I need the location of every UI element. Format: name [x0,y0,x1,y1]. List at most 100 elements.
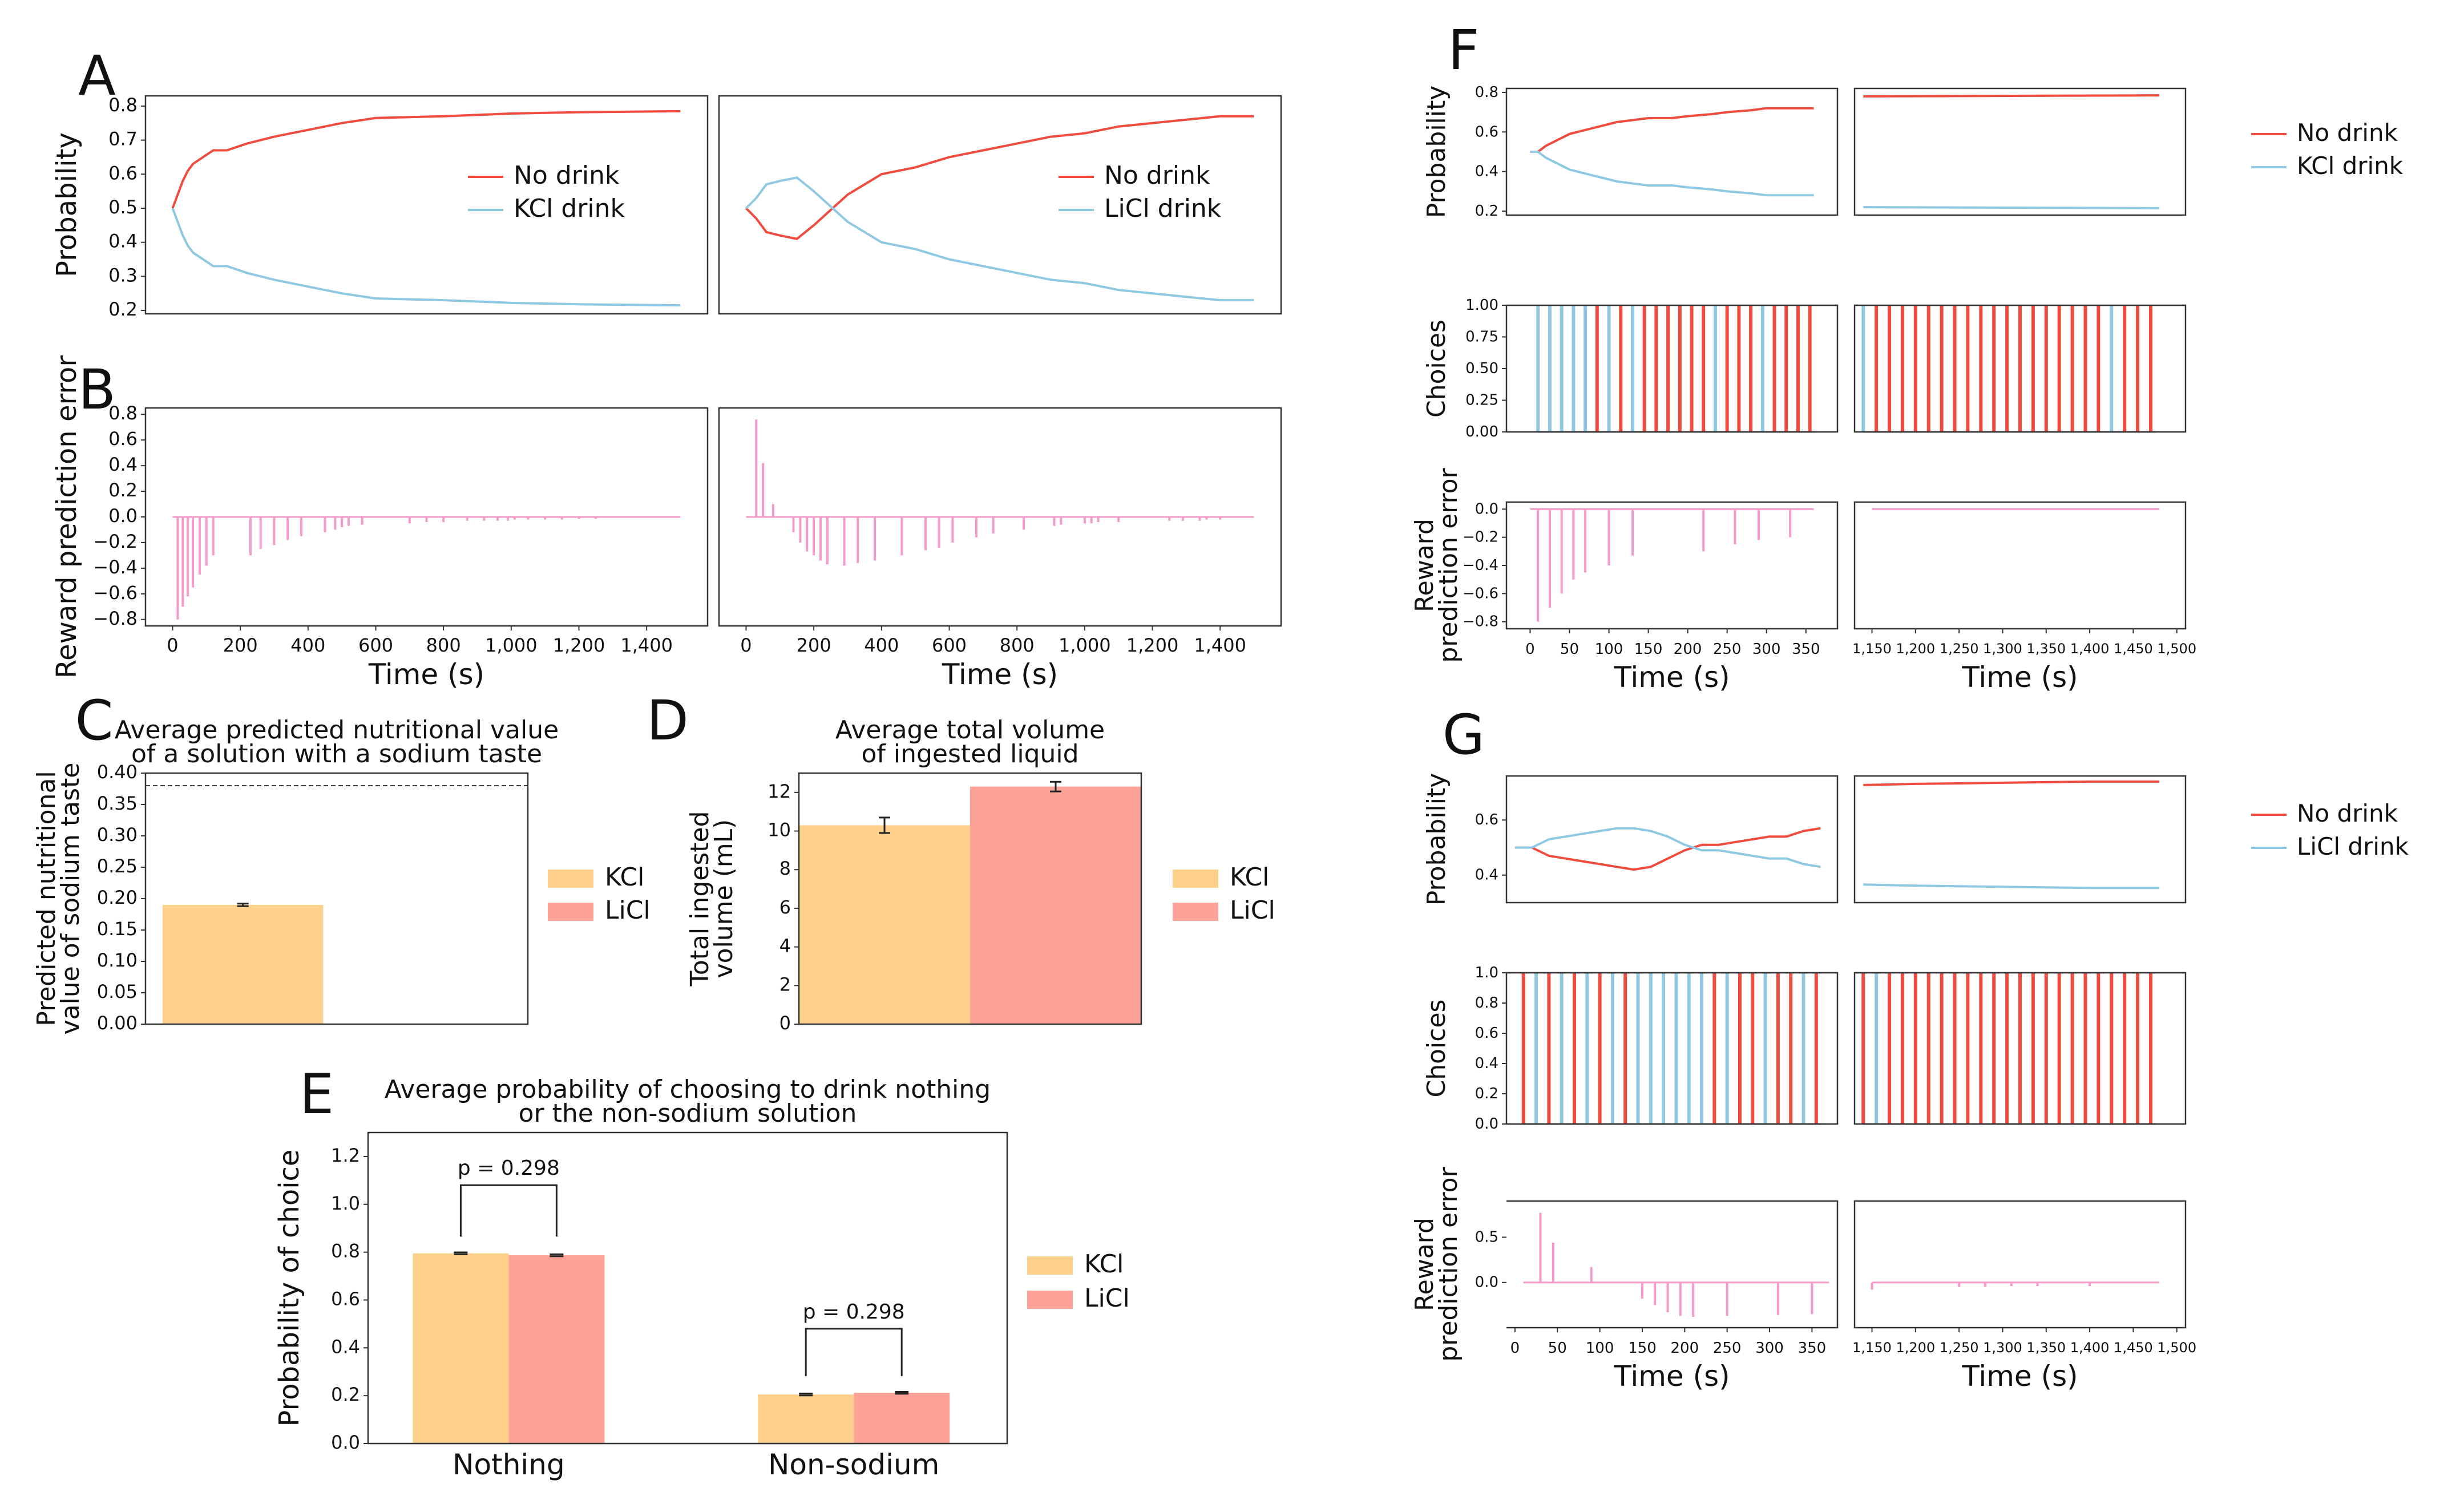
plot-frame [798,772,1142,1025]
series-line-licl-drink [1514,827,1821,868]
x-tick-label: 200 [1674,641,1702,658]
y-tick-label: 0.4 [1475,163,1498,180]
chart-title: Average total volume of ingested liquid [835,715,1105,769]
plot-frame [1853,1200,2187,1329]
category-label: Nothing [453,1448,565,1481]
significance-bracket [805,1328,903,1376]
y-tick-label: 0.0 [1475,1115,1498,1133]
y-tick-label: 0.6 [331,1288,360,1309]
x-tick-label: 800 [426,634,461,656]
legend: No drink KCl drink [2251,119,2404,180]
x-tick-label: 50 [1548,1340,1567,1357]
x-tick-label: 150 [1634,641,1663,658]
y-tick-label: 0.35 [97,793,138,814]
x-tick-label: 800 [1000,634,1035,656]
x-tick-label: 1,500 [2157,641,2196,657]
x-tick-label: 1,200 [1896,1340,1935,1356]
y-tick-label: −0.6 [93,582,138,604]
y-tick-label: −0.2 [93,531,138,552]
x-tick-label: 350 [1792,641,1820,658]
plot-frame [1853,775,2187,904]
legend: KCl LiCl [548,863,651,925]
x-tick-label: 1,250 [1940,1340,1979,1356]
x-tick-label: 300 [1752,641,1781,658]
series-line-kcl-drink [1530,151,1814,197]
series-line-no-drink [1530,107,1814,153]
x-axis-label: Time (s) [368,658,484,691]
y-tick-label: 0.4 [108,231,138,252]
series-line-no-drink [1863,780,2160,786]
series-line-licl-drink [1863,883,2160,890]
chart-a2: No drink LiCl drink [718,95,1282,315]
legend-swatch [548,903,593,921]
chart-f1: F 0.2 0.4 0.6 0.8 Probability No drink KCl drin… [1422,18,2404,219]
y-tick-label: 0.2 [331,1384,360,1405]
x-tick-label: 200 [1670,1340,1699,1357]
x-tick-label: 1,300 [1983,641,2022,657]
y-tick-label: 0.2 [1475,203,1498,220]
y-tick-label: 1.0 [331,1192,360,1214]
y-axis-label: Rewardprediction error [1410,1166,1463,1361]
y-tick-label: 1.0 [1475,964,1498,981]
y-tick-label: 0.4 [331,1336,360,1357]
legend: No drink LiCl drink [2251,799,2409,860]
y-tick-label: 1.2 [331,1145,360,1166]
y-tick-label: 0.40 [97,761,138,783]
bar-nothing-kcl [413,1253,509,1444]
x-tick-label: 1,150 [1852,1340,1892,1356]
y-tick-label: 0.8 [108,402,138,424]
x-tick-label: 350 [1798,1340,1827,1357]
x-tick-label: 1,400 [2070,1340,2110,1356]
y-tick-label: 1.00 [1465,297,1498,314]
x-tick-label: 600 [932,634,967,656]
y-tick-label: 0.2 [108,479,138,501]
legend-label: LiCl [1230,896,1275,925]
y-tick-label: −0.2 [1463,528,1498,545]
x-tick-label: 1,250 [1940,641,1979,657]
y-tick-label: 0.6 [1475,123,1498,140]
legend-label: LiCl [1084,1284,1130,1313]
y-tick-label: 0.0 [331,1432,360,1453]
y-tick-label: 0.4 [108,454,138,475]
y-tick-label: 0.30 [97,824,138,846]
y-tick-label: 4 [779,935,791,957]
chart-f2 [1853,87,2187,216]
p-value-label: p = 0.298 [803,1300,905,1324]
x-tick-label: 1,200 [1126,634,1179,656]
plot-frame [144,95,709,315]
bar-non-sodium-licl [854,1393,950,1444]
plot-frame [144,407,709,627]
x-tick-label: 400 [864,634,899,656]
y-tick-label: 0.75 [1465,328,1498,345]
chart-f5: −0.8 −0.6 −0.4 −0.2 0.0 0 50 100 150 200 250 300 350… [1410,467,1839,694]
x-tick-label: 250 [1713,641,1742,658]
legend-swatch [1173,903,1218,921]
x-tick-label: 1,300 [1983,1340,2022,1356]
y-tick-label: 0.6 [1475,1025,1498,1042]
y-tick-label: 0.50 [1465,360,1498,377]
bar-licl [970,786,1141,1024]
legend-label: No drink [514,161,620,190]
x-tick-label: 1,350 [2026,1340,2066,1356]
y-tick-label: 0.00 [97,1012,138,1034]
y-tick-label: 0.0 [108,505,138,527]
y-tick-label: −0.6 [1463,585,1498,602]
y-tick-label: 0.8 [331,1240,360,1262]
y-tick-label: 2 [779,973,791,995]
y-axis-label: Probability of choice [273,1150,305,1427]
chart-b2: 0 200 400 600 800 1,000 1,200 1,400 Time (s) [718,407,1282,691]
chart-f6: 1,150 1,200 1,250 1,300 1,350 1,400 1,450 1,500… [1852,501,2196,694]
y-tick-label: 0.0 [1475,1273,1498,1291]
x-tick-label: 0 [1510,1340,1520,1357]
legend-label: KCl drink [514,194,625,223]
y-tick-label: 0.15 [97,918,138,940]
y-tick-label: 0 [779,1012,791,1034]
x-tick-label: 1,150 [1852,641,1892,657]
legend-swatch [1027,1291,1073,1309]
x-axis-label: Time (s) [1961,661,2078,694]
y-axis-label: Probability [1422,86,1451,219]
chart-d: D Average total volume of ingested liquid 0… [647,689,1275,1034]
x-tick-label: 400 [290,634,325,656]
x-tick-label: 0 [740,634,752,656]
